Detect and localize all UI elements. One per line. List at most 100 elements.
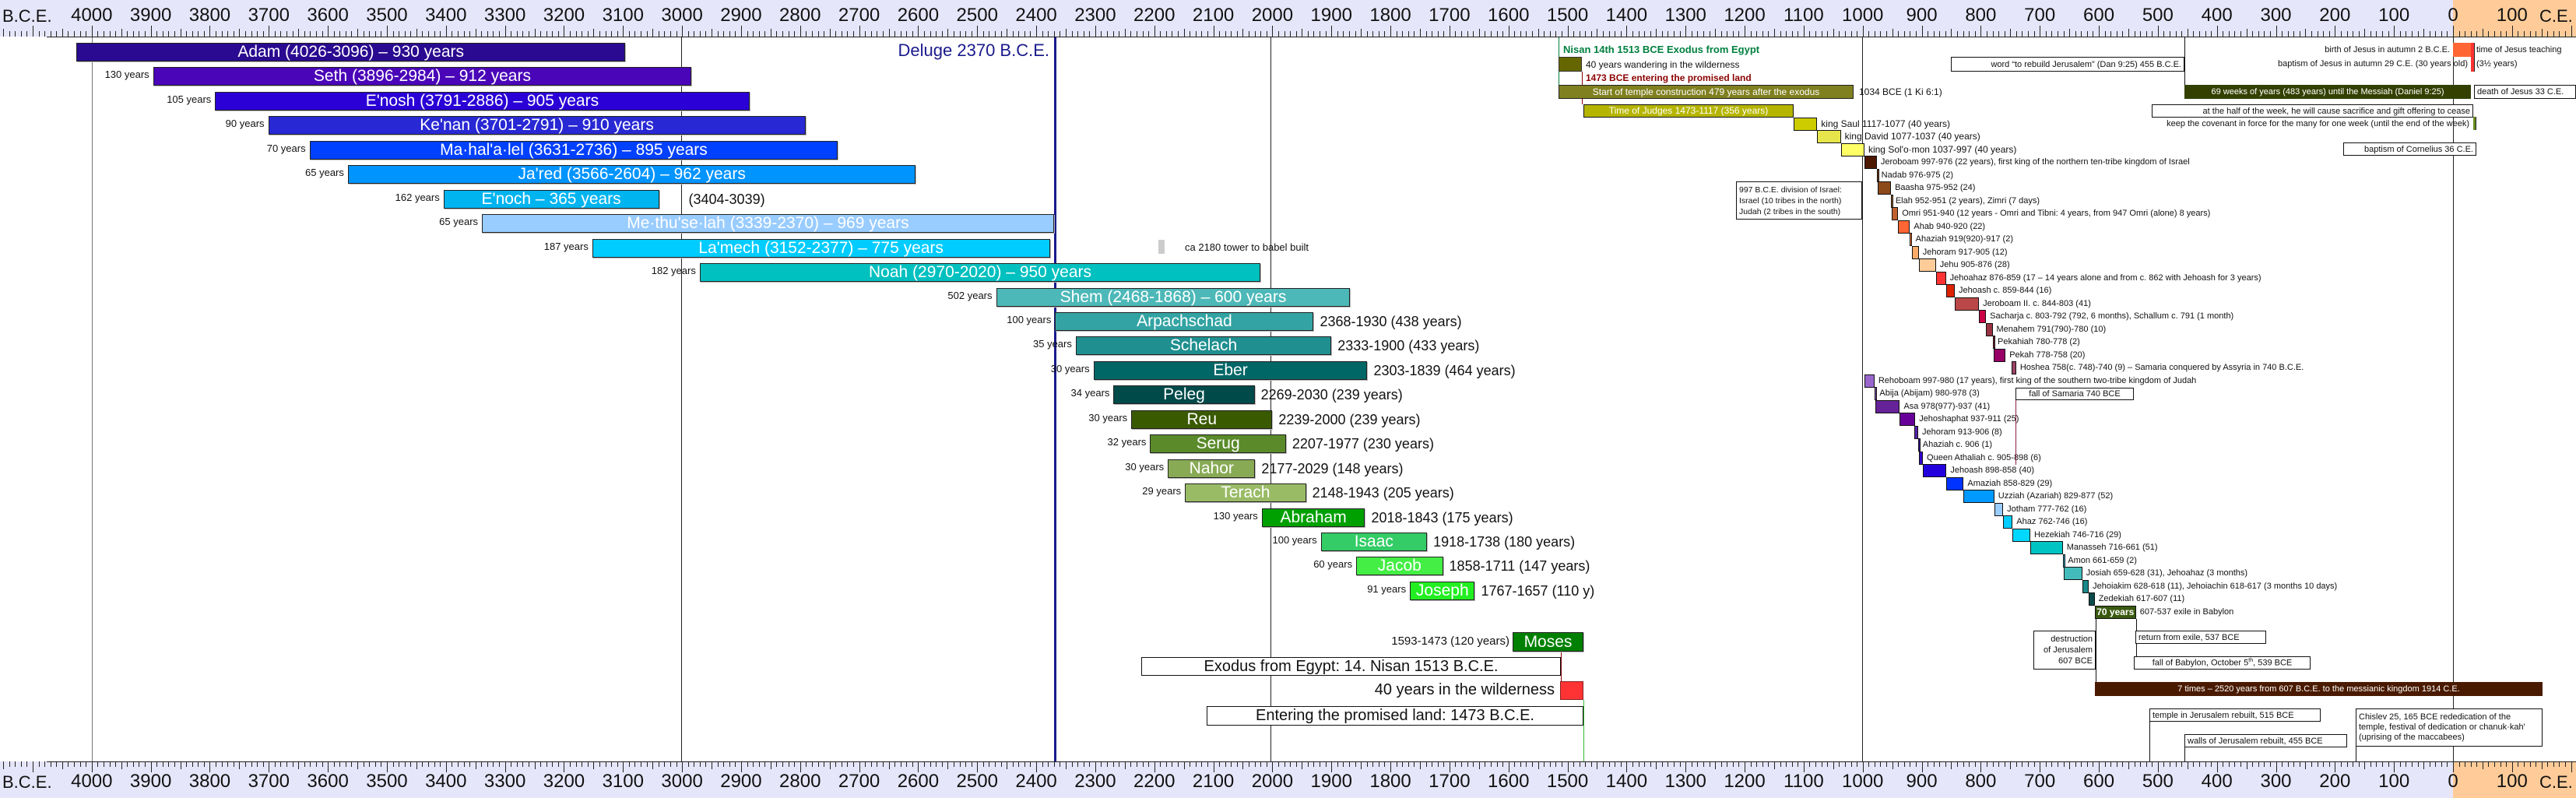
tick-mark [2340, 761, 2342, 767]
axis-tick-label: 2200 [1133, 771, 1176, 792]
tick-mark [1532, 31, 1534, 37]
tick-mark [1124, 761, 1126, 769]
moses-dates: 1593-1473 (120 years) [1391, 635, 1509, 648]
tick-mark [723, 31, 725, 37]
patriarch-bar: Reu [1131, 410, 1273, 429]
reign-bar [1994, 348, 2006, 362]
tick-mark [357, 761, 359, 769]
tick-mark [894, 31, 896, 37]
axis-tick-label: 2900 [720, 771, 762, 792]
axis-tick-label: 1300 [1664, 771, 1706, 792]
moses-label: Moses [1523, 632, 1573, 651]
tick-mark [2033, 761, 2035, 767]
tick-mark [493, 31, 494, 37]
tick-mark [2458, 31, 2460, 37]
tick-mark [369, 31, 371, 37]
tick-mark [1963, 761, 1964, 767]
tick-mark [68, 761, 69, 767]
reign-bar [2089, 592, 2095, 606]
axis-tick-label: 2700 [838, 771, 880, 792]
reign-label: Pekahiah 780-778 (2) [1998, 337, 2080, 346]
tick-mark [1915, 31, 1917, 37]
tick-mark [26, 31, 28, 37]
axis-tick-label: 1500 [1546, 5, 1589, 26]
tick-mark [1154, 26, 1155, 37]
patriarch-bar: Joseph [1410, 581, 1475, 600]
tick-mark [2488, 31, 2490, 37]
reign-bar [1917, 438, 1921, 452]
tick-mark [1030, 31, 1031, 37]
reign-label: Nadab 976-975 (2) [1881, 170, 1953, 180]
tick-mark [2010, 761, 2012, 769]
tick-mark [1963, 31, 1964, 37]
tick-mark [2458, 761, 2460, 767]
axis-tick-label: 100 [2378, 5, 2410, 26]
tick-mark [1343, 761, 1344, 767]
tick-mark [1915, 761, 1917, 767]
tick-mark [1348, 761, 1350, 767]
tick-mark [2282, 761, 2283, 767]
tick-mark [2276, 761, 2277, 772]
tick-mark [918, 26, 919, 37]
tick-mark [1183, 29, 1185, 37]
tick-mark [445, 761, 447, 772]
tick-mark [1284, 761, 1285, 767]
tick-mark [747, 761, 748, 767]
axis-tick-label: 1400 [1605, 5, 1648, 26]
tick-mark [333, 31, 335, 37]
patriarch-name: Peleg [1163, 385, 1205, 404]
reign-bar [1994, 502, 2004, 516]
patriarch-bar: Nahor [1168, 459, 1256, 478]
tick-mark [2205, 761, 2206, 767]
tick-mark [2104, 31, 2106, 37]
tick-mark [865, 31, 866, 37]
tick-mark [1573, 31, 1575, 37]
tick-mark [1160, 761, 1161, 767]
tick-mark [747, 31, 748, 37]
tick-mark [753, 31, 754, 37]
tick-mark [333, 761, 335, 767]
tick-mark [1496, 31, 1498, 37]
tick-mark [811, 761, 813, 767]
tick-mark [392, 761, 394, 767]
tick-mark [1980, 761, 1982, 772]
reign-label: Omri 951-940 (12 years - Omri and Tibni:… [1902, 209, 2211, 218]
tick-mark [1490, 31, 1492, 37]
tick-mark [1473, 31, 1474, 37]
tick-mark [457, 761, 459, 767]
tick-mark [1532, 761, 1534, 767]
tick-mark [1886, 31, 1888, 37]
tick-mark [847, 31, 849, 37]
bottom-axis-ce-band [2453, 761, 2576, 798]
tick-mark [1880, 761, 1882, 767]
patriarch-name: Ja'red (3566-2604) – 962 years [518, 165, 746, 184]
tick-mark [593, 29, 595, 37]
tick-mark [91, 26, 93, 37]
tick-mark [1183, 761, 1185, 769]
reign-bar [1923, 464, 1947, 477]
tick-mark [304, 31, 305, 37]
axis-tick-label: 3800 [188, 771, 231, 792]
tick-mark [1331, 761, 1333, 772]
walls-rebuilt-box: walls of Jerusalem rebuilt, 455 BCE [2184, 734, 2347, 747]
patriarch-name: Eber [1213, 360, 1248, 379]
axis-tick-label: 100 [2378, 771, 2410, 792]
tick-mark [504, 26, 506, 37]
tick-mark [1478, 761, 1480, 769]
axis-tick-label: 1700 [1429, 771, 1471, 792]
patriarch-dates: 1767-1657 (110 y) [1481, 582, 1595, 599]
tick-mark [2051, 761, 2053, 767]
reign-label: 607-537 exile in Babylon [2139, 606, 2234, 617]
reign-bar [1864, 156, 1877, 169]
tick-mark [729, 761, 730, 767]
axis-tick-label: 2000 [1251, 5, 1294, 26]
tick-mark [174, 31, 175, 37]
fall-samaria-box: fall of Samaria 740 BCE [2015, 388, 2134, 400]
tick-mark [1526, 31, 1527, 37]
tick-mark [1343, 31, 1344, 37]
tick-mark [2175, 31, 2177, 37]
tick-mark [1337, 761, 1338, 767]
tick-mark [504, 761, 506, 772]
tick-mark [817, 31, 819, 37]
tick-mark [2399, 31, 2401, 37]
